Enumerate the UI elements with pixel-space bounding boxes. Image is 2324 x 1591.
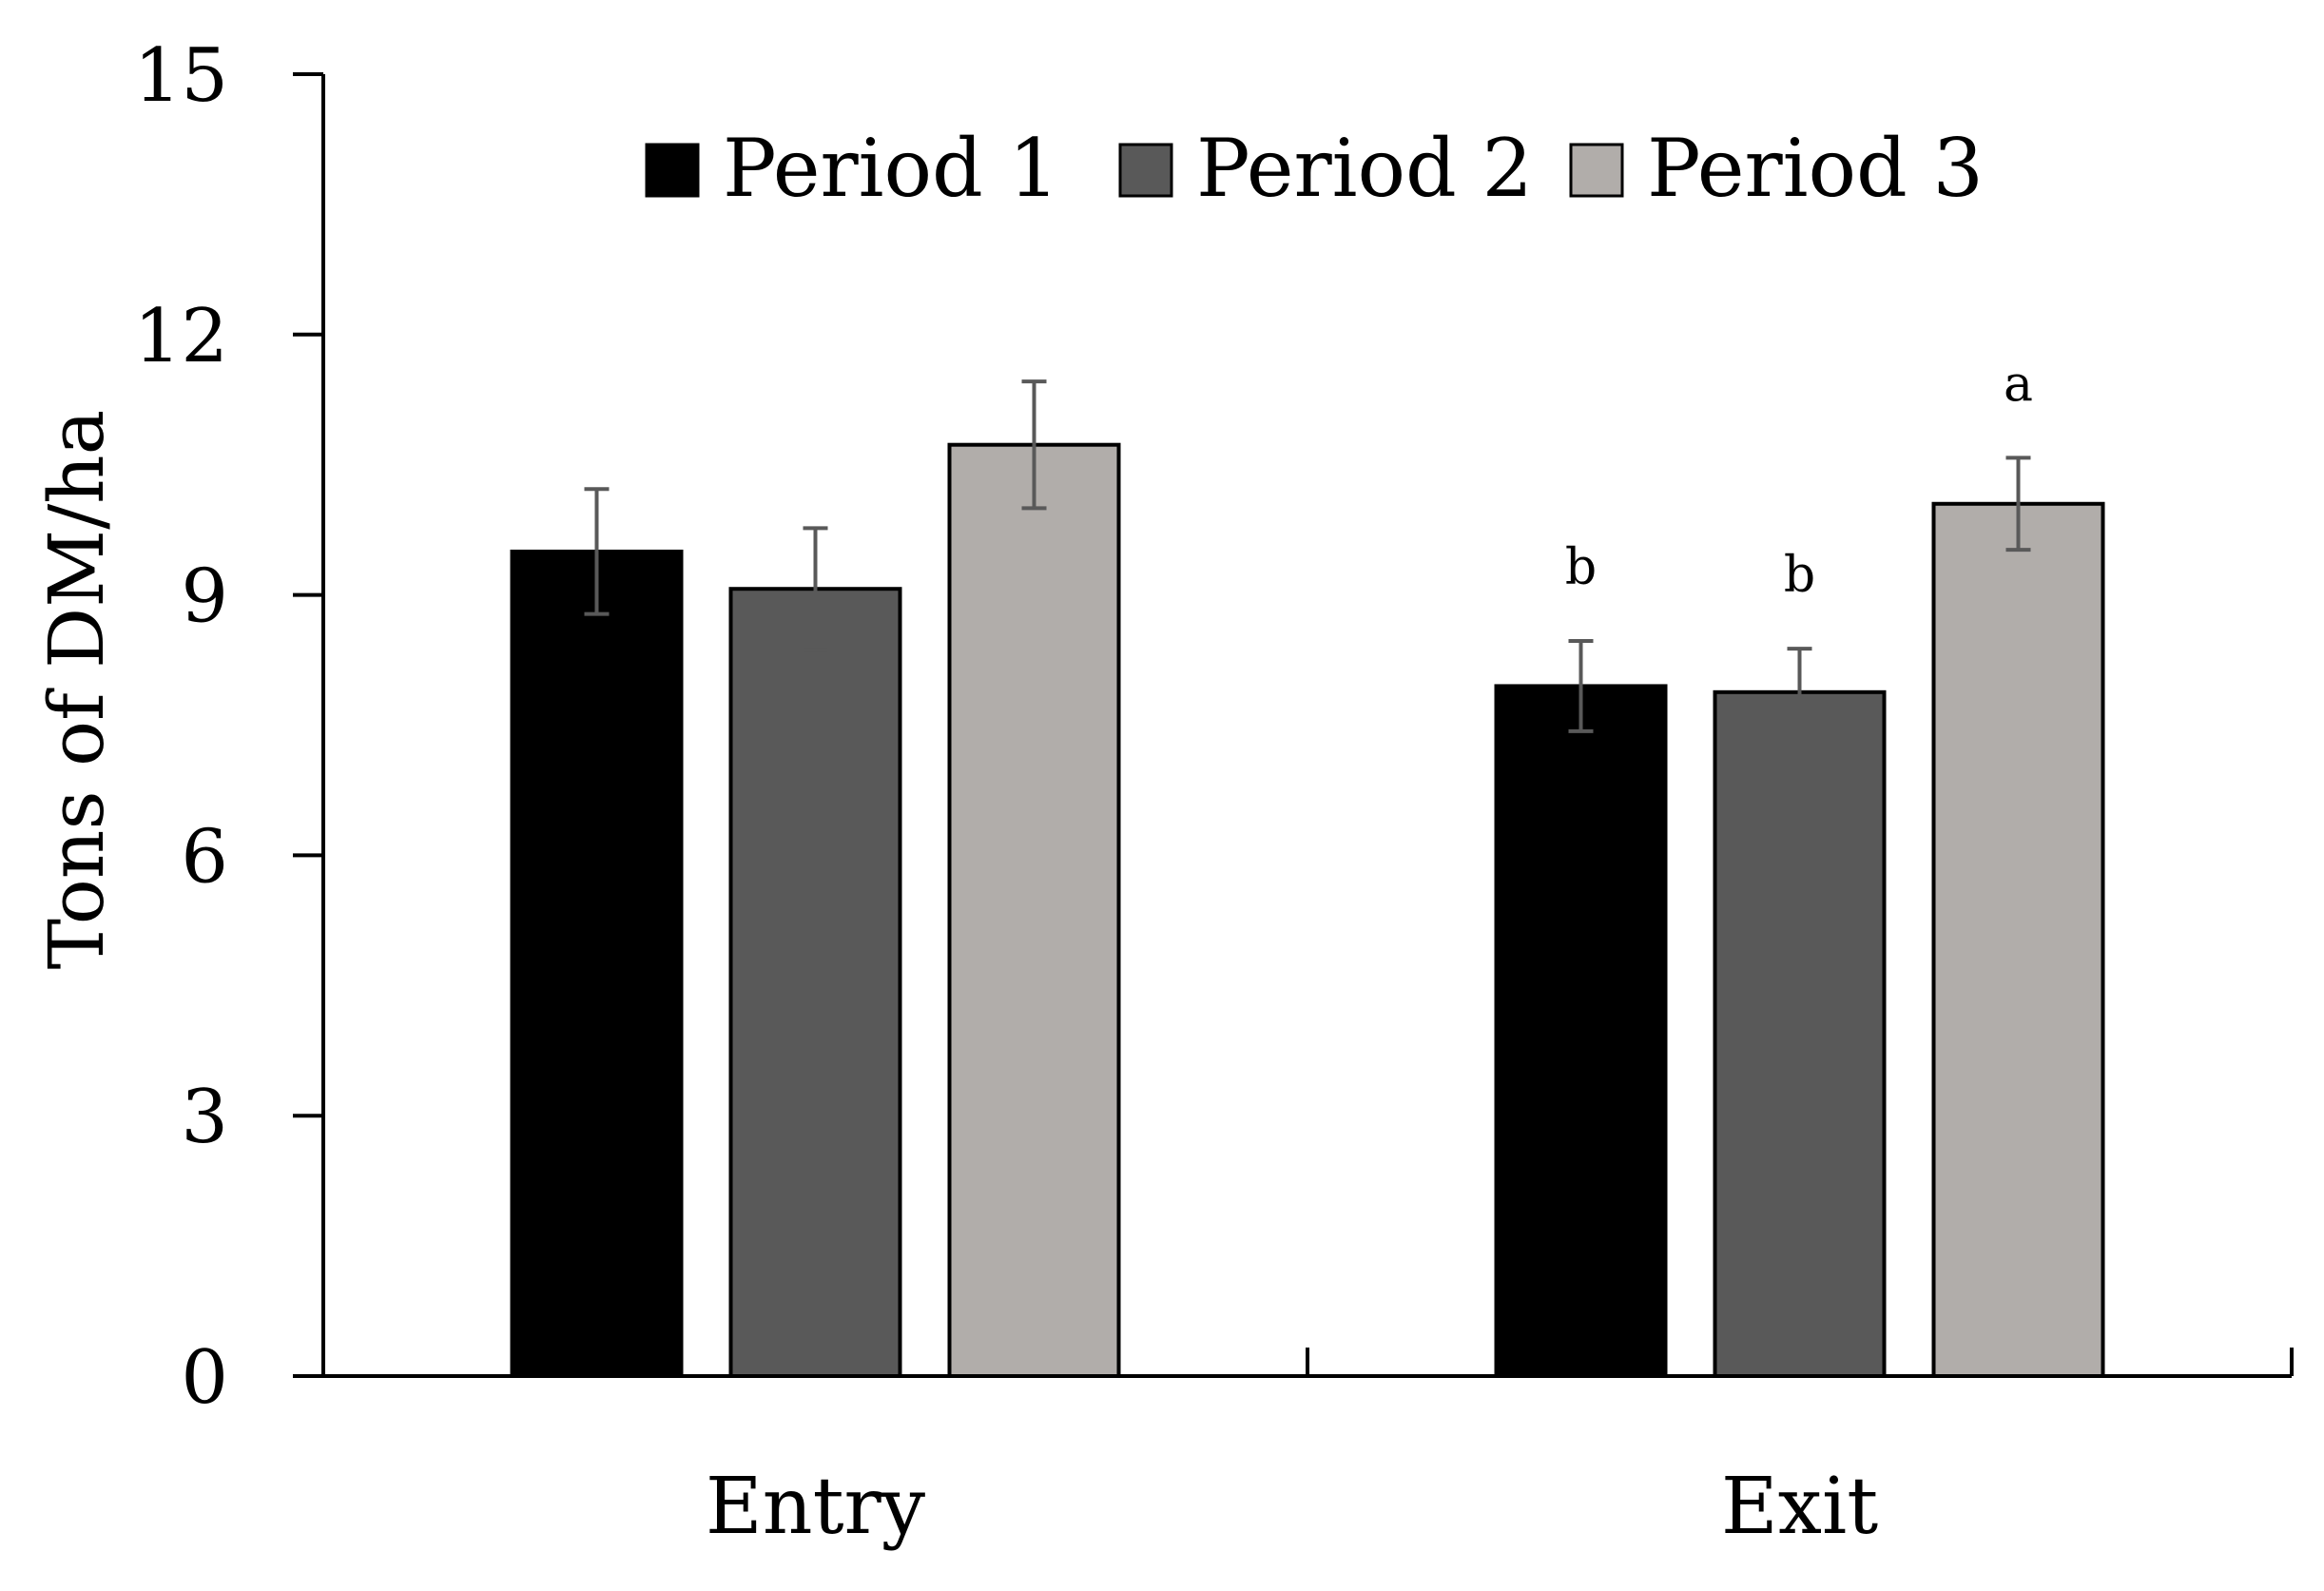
- x-category-label: Exit: [1721, 1462, 1878, 1552]
- bar-exit-period-2: [1713, 689, 1887, 1378]
- y-tick-label: 0: [181, 1335, 228, 1421]
- legend-swatch: [1569, 143, 1624, 198]
- significance-label: b: [1565, 539, 1597, 596]
- significance-label: b: [1784, 547, 1815, 604]
- legend-label: Period 2: [1196, 122, 1533, 215]
- axes: 0 3 6 9 12 15 Entry Exit: [134, 33, 2294, 1552]
- bar-entry-period-3: [947, 442, 1121, 1378]
- legend-label: Period 1: [723, 122, 1059, 215]
- significance-label: a: [2004, 356, 2033, 413]
- y-tick-label: 12: [134, 294, 228, 379]
- y-axis-label: Tons of DM/ha: [32, 410, 121, 970]
- y-tick-label: 15: [134, 33, 228, 119]
- y-tick-label: 9: [181, 554, 228, 640]
- legend: Period 1 Period 2 Period 3: [645, 122, 1984, 215]
- x-category-label: Entry: [706, 1462, 926, 1552]
- legend-label: Period 3: [1647, 122, 1984, 215]
- y-tick-label: 6: [181, 814, 228, 900]
- bar-exit-period-3: [1931, 501, 2105, 1378]
- y-tick-label: 3: [181, 1075, 228, 1160]
- bar-entry-period-2: [728, 587, 902, 1378]
- bar-exit-period-1: [1494, 684, 1668, 1378]
- bar-entry-period-1: [510, 549, 684, 1378]
- bars: b b a: [510, 356, 2105, 1378]
- legend-swatch: [645, 143, 700, 198]
- legend-swatch: [1118, 143, 1173, 198]
